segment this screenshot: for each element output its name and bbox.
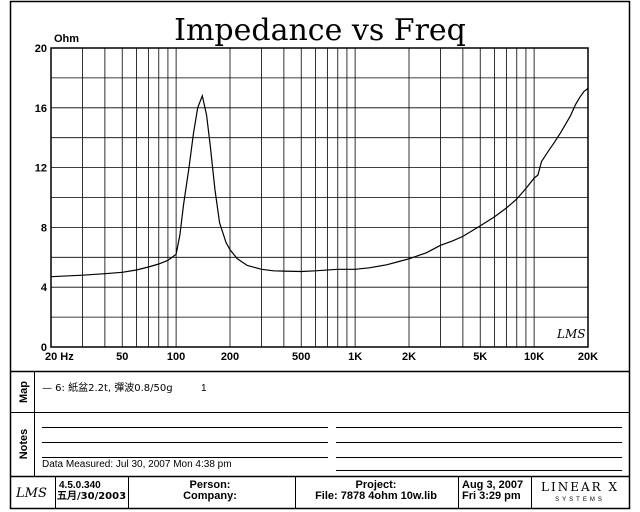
chart-gridlines (51, 48, 588, 347)
project-label: Project: (356, 479, 397, 491)
map-section-label: Map (18, 381, 30, 403)
map-entry-text: — 6: 紙盆2.2t, 彈波0.8/50g (42, 381, 173, 394)
company-label: Company: (183, 490, 237, 502)
lms-plot-mark: LMS (556, 327, 585, 341)
y-tick-label: 8 (41, 222, 47, 234)
footer-time: Fri 3:29 pm (462, 490, 521, 502)
project-file-label: File: 7878 4ohm 10w.lib (315, 490, 437, 502)
x-tick-label: 1K (348, 351, 362, 363)
x-tick-label: 20K (578, 351, 598, 363)
x-tick-label: 5K (473, 351, 487, 363)
impedance-series-line (50, 87, 589, 278)
x-tick-label: 2K (402, 351, 416, 363)
y-tick-label: 16 (35, 103, 47, 115)
x-tick-labels: 20 Hz 50 100 200 500 1K 2K 5K 10K 20K (45, 351, 598, 363)
y-tick-label: 4 (41, 282, 48, 294)
y-tick-label: 20 (35, 43, 47, 55)
x-tick-label: 200 (221, 351, 239, 363)
x-tick-label: 100 (167, 351, 185, 363)
y-tick-label: 0 (41, 342, 47, 354)
y-tick-labels: 0 4 8 12 16 20 (35, 43, 48, 354)
linearx-brand-logo: LINEAR X (541, 480, 619, 494)
x-tick-label: 10K (524, 351, 544, 363)
map-entry-value: 1 (201, 383, 207, 394)
notes-lines (42, 427, 622, 471)
y-axis-unit-label: Ohm (54, 33, 79, 45)
software-version: 4.5.0.340 (59, 480, 101, 491)
footer-date: Aug 3, 2007 (462, 479, 523, 491)
x-tick-label: 50 (116, 351, 128, 363)
plot-area-border (50, 47, 589, 348)
y-tick-label: 12 (35, 163, 47, 175)
chart-title: Impedance vs Freq (174, 13, 466, 48)
linearx-brand-sub: SYSTEMS (555, 497, 605, 503)
software-version-date: 五月/30/2003 (57, 490, 126, 502)
footer-cell-dividers (55, 476, 532, 508)
notes-section-label: Notes (18, 429, 30, 460)
outer-border (9, 0, 631, 510)
x-tick-label: 20 Hz (45, 351, 74, 363)
data-measured-text: Data Measured: Jul 30, 2007 Mon 4:38 pm (42, 459, 232, 470)
x-tick-label: 500 (292, 351, 310, 363)
footer-lms-logo: LMS (15, 486, 47, 501)
person-label: Person: (190, 479, 231, 491)
